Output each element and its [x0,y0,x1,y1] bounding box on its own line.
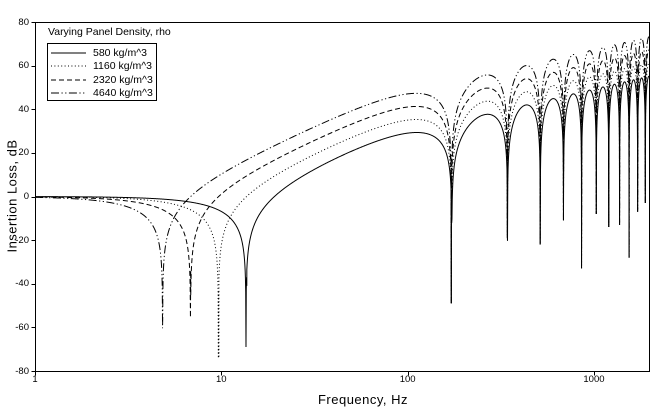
y-tick-label: -20 [15,234,29,246]
legend-line-sample [51,65,86,67]
x-tick-label: 1000 [583,374,605,385]
y-tick-label: 20 [18,147,29,159]
legend-line-sample [51,92,86,94]
y-tick-label: 80 [18,16,29,28]
legend-line-sample [51,79,86,81]
x-axis-title: Frequency, Hz [317,392,409,407]
series-curve-1160 [35,62,649,359]
y-tick-label: 0 [23,191,29,202]
y-tick-label: -60 [15,321,29,333]
legend-item-label: 4640 kg/m^3 [93,87,153,100]
legend-title: Varying Panel Density, rho [48,26,171,38]
legend-item-label: 580 kg/m^3 [93,46,147,59]
x-tick-label: 10 [216,374,227,385]
y-tick-label: 40 [18,103,29,115]
legend-item-label: 1160 kg/m^3 [93,60,153,73]
x-tick-label: 100 [399,374,416,385]
series-curve-4640 [35,36,649,329]
y-tick-label: 60 [18,60,29,72]
x-tick-label: 1 [32,374,38,385]
legend-item-label: 2320 kg/m^3 [93,73,153,86]
y-tick-label: -80 [15,365,29,377]
legend-item: 2320 kg/m^3 [48,73,156,87]
y-tick-label: -40 [15,278,29,290]
series-curve-2320 [35,49,649,318]
series-curve-580 [35,75,649,348]
legend-item: 4640 kg/m^3 [48,87,156,101]
legend-item: 1160 kg/m^3 [48,60,156,74]
legend-line-sample [51,52,86,54]
legend-item: 580 kg/m^3 [48,46,156,60]
legend: 580 kg/m^3 1160 kg/m^3 2320 kg/m^3 4640 kg/… [47,43,157,101]
